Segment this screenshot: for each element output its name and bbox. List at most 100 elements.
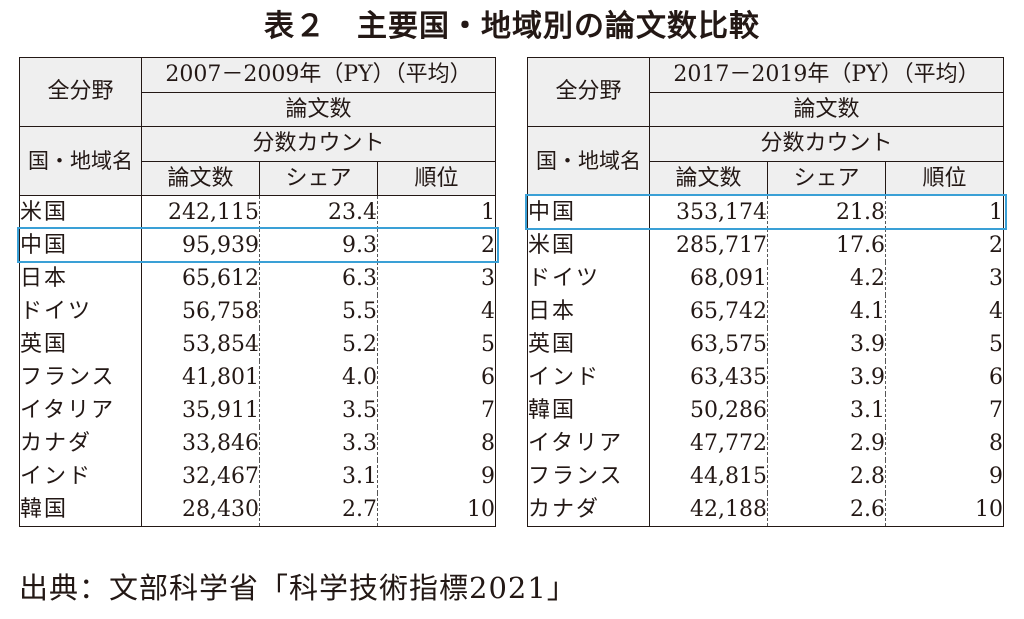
share-cell: 3.9 <box>767 361 886 394</box>
rank-cell: 7 <box>885 394 1004 427</box>
rank-cell: 2 <box>377 229 496 262</box>
papers-cell: 50,286 <box>649 394 768 427</box>
table-row: フランス 41,801 4.0 6 <box>19 361 496 394</box>
metric-header: 論文数 <box>649 91 1004 127</box>
papers-cell: 65,742 <box>649 295 768 328</box>
papers-cell: 42,188 <box>649 493 768 527</box>
share-cell: 3.9 <box>767 328 886 361</box>
table-row: 韓国 50,286 3.1 7 <box>527 394 1004 427</box>
papers-column-header: 論文数 <box>649 160 768 196</box>
country-cell: ドイツ <box>19 295 142 328</box>
count-method-header: 分数カウント <box>649 126 1004 162</box>
country-cell: 中国 <box>527 195 650 229</box>
rank-cell: 1 <box>885 195 1004 229</box>
papers-cell: 242,115 <box>141 195 260 229</box>
table-2007-2009: 全分野 2007－2009年（PY）（平均） 論文数 国・地域名 分数カウント … <box>19 57 496 527</box>
country-cell: ドイツ <box>527 262 650 295</box>
share-cell: 17.6 <box>767 229 886 262</box>
papers-cell: 95,939 <box>141 229 260 262</box>
country-cell: 中国 <box>19 229 142 262</box>
table-row: ドイツ 56,758 5.5 4 <box>19 295 496 328</box>
papers-cell: 63,575 <box>649 328 768 361</box>
country-cell: 韓国 <box>19 493 142 527</box>
table-row: ドイツ 68,091 4.2 3 <box>527 262 1004 295</box>
country-cell: イタリア <box>19 394 142 427</box>
field-header: 全分野 <box>527 57 650 127</box>
country-cell: カナダ <box>527 493 650 527</box>
share-cell: 3.1 <box>767 394 886 427</box>
table-row: カナダ 42,188 2.6 10 <box>527 493 1004 527</box>
papers-cell: 285,717 <box>649 229 768 262</box>
rank-cell: 3 <box>377 262 496 295</box>
field-header: 全分野 <box>19 57 142 127</box>
metric-header: 論文数 <box>141 91 496 127</box>
papers-cell: 41,801 <box>141 361 260 394</box>
papers-cell: 33,846 <box>141 427 260 460</box>
table-row: 米国 242,115 23.4 1 <box>19 195 496 229</box>
country-header: 国・地域名 <box>19 126 142 196</box>
country-cell: フランス <box>19 361 142 394</box>
share-cell: 5.2 <box>259 328 378 361</box>
table-body: 米国 242,115 23.4 1 中国 95,939 9.3 2 日本 65,612 6.3 3 ドイ… <box>19 195 496 527</box>
rank-cell: 9 <box>377 460 496 493</box>
rank-cell: 9 <box>885 460 1004 493</box>
table-row: イタリア 47,772 2.9 8 <box>527 427 1004 460</box>
papers-cell: 65,612 <box>141 262 260 295</box>
papers-cell: 63,435 <box>649 361 768 394</box>
rank-column-header: 順位 <box>885 160 1004 196</box>
table-title: 表２ 主要国・地域別の論文数比較 <box>264 9 760 44</box>
country-cell: 韓国 <box>527 394 650 427</box>
share-column-header: シェア <box>259 160 378 196</box>
rank-cell: 2 <box>885 229 1004 262</box>
rank-cell: 6 <box>377 361 496 394</box>
country-cell: 日本 <box>527 295 650 328</box>
source-citation: 出典：文部科学省「科学技術指標2021」 <box>19 571 577 605</box>
country-cell: 日本 <box>19 262 142 295</box>
table-row: 英国 53,854 5.2 5 <box>19 328 496 361</box>
table-row: フランス 44,815 2.8 9 <box>527 460 1004 493</box>
share-cell: 3.1 <box>259 460 378 493</box>
share-cell: 3.5 <box>259 394 378 427</box>
country-cell: インド <box>19 460 142 493</box>
rank-cell: 3 <box>885 262 1004 295</box>
rank-cell: 1 <box>377 195 496 229</box>
share-cell: 4.1 <box>767 295 886 328</box>
period-header: 2017－2019年（PY）（平均） <box>649 57 1004 93</box>
table-row: 英国 63,575 3.9 5 <box>527 328 1004 361</box>
papers-cell: 28,430 <box>141 493 260 527</box>
table-2017-2019: 全分野 2017－2019年（PY）（平均） 論文数 国・地域名 分数カウント … <box>527 57 1004 527</box>
papers-cell: 44,815 <box>649 460 768 493</box>
table-row: イタリア 35,911 3.5 7 <box>19 394 496 427</box>
rank-cell: 6 <box>885 361 1004 394</box>
rank-cell: 8 <box>885 427 1004 460</box>
share-cell: 2.6 <box>767 493 886 527</box>
table-row: 中国 95,939 9.3 2 <box>19 229 496 262</box>
papers-cell: 35,911 <box>141 394 260 427</box>
count-method-header: 分数カウント <box>141 126 496 162</box>
rank-cell: 8 <box>377 427 496 460</box>
table-row: 米国 285,717 17.6 2 <box>527 229 1004 262</box>
share-cell: 5.5 <box>259 295 378 328</box>
share-column-header: シェア <box>767 160 886 196</box>
papers-cell: 32,467 <box>141 460 260 493</box>
papers-cell: 53,854 <box>141 328 260 361</box>
country-cell: カナダ <box>19 427 142 460</box>
share-cell: 2.8 <box>767 460 886 493</box>
share-cell: 21.8 <box>767 195 886 229</box>
period-header: 2007－2009年（PY）（平均） <box>141 57 496 93</box>
papers-cell: 47,772 <box>649 427 768 460</box>
share-cell: 4.0 <box>259 361 378 394</box>
rank-cell: 10 <box>885 493 1004 527</box>
country-cell: 英国 <box>527 328 650 361</box>
rank-cell: 5 <box>377 328 496 361</box>
rank-column-header: 順位 <box>377 160 496 196</box>
share-cell: 23.4 <box>259 195 378 229</box>
country-cell: イタリア <box>527 427 650 460</box>
table-row: 日本 65,612 6.3 3 <box>19 262 496 295</box>
rank-cell: 4 <box>377 295 496 328</box>
table-row: インド 63,435 3.9 6 <box>527 361 1004 394</box>
country-cell: 米国 <box>527 229 650 262</box>
share-cell: 3.3 <box>259 427 378 460</box>
rank-cell: 4 <box>885 295 1004 328</box>
share-cell: 6.3 <box>259 262 378 295</box>
